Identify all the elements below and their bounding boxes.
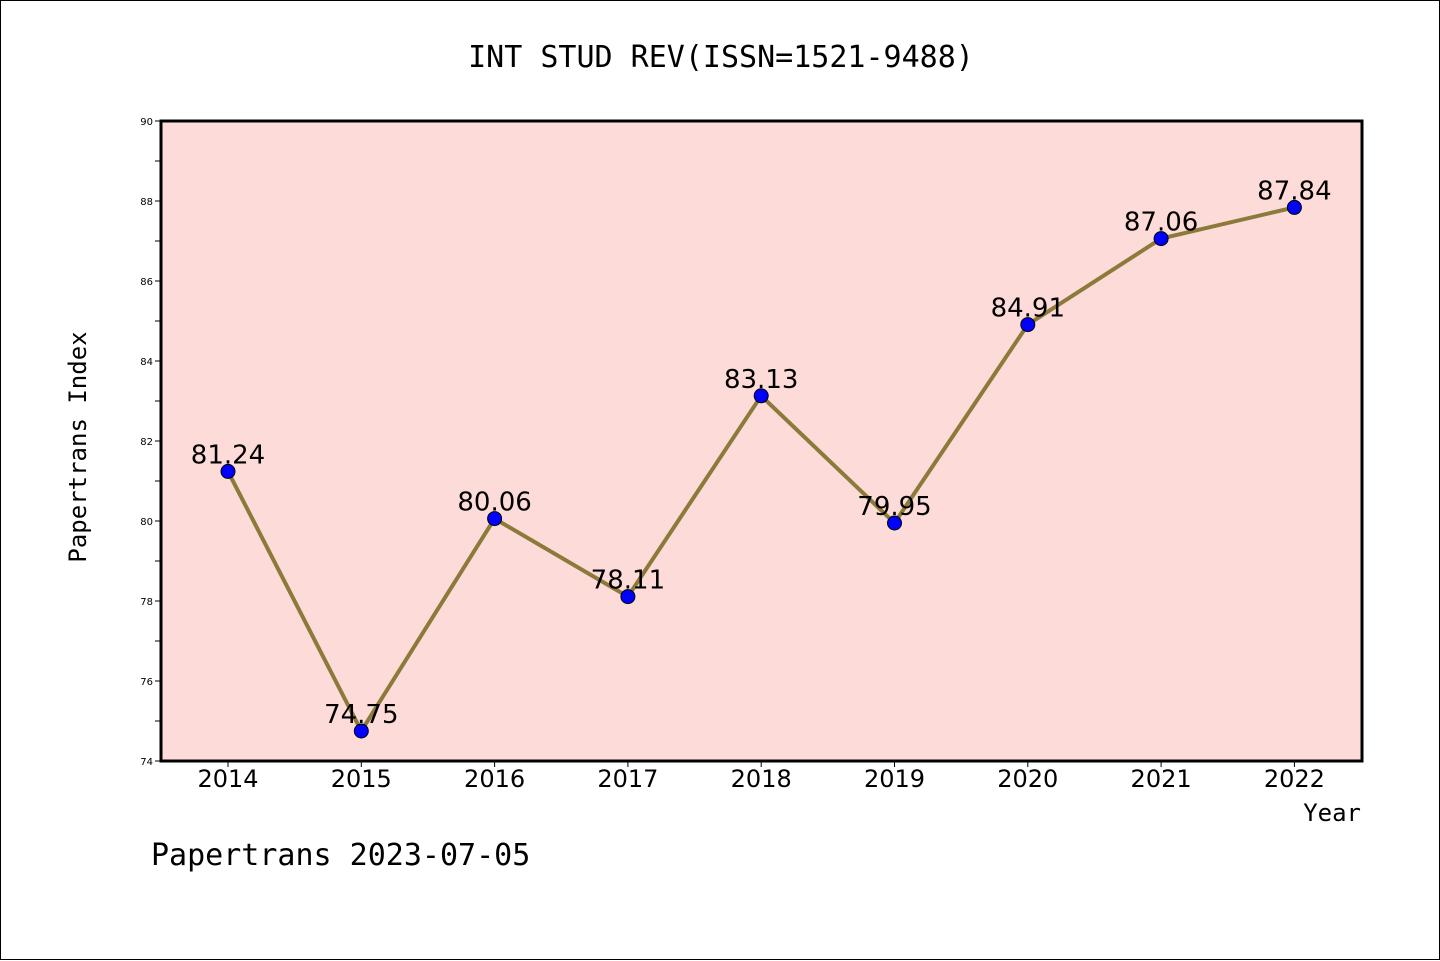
y-tick-label: 84 [140,357,153,368]
data-label: 78.11 [591,566,665,596]
data-point [887,515,902,531]
data-point [1286,199,1302,215]
x-tick-label: 2021 [1131,765,1192,793]
data-point [353,723,369,739]
x-axis-ticks: 2014 2015 2016 2017 2018 2019 2020 2021 2022 [197,761,1325,793]
x-tick-label: 2016 [464,765,525,793]
x-tick-label: 2018 [731,765,792,793]
y-tick-label: 76 [140,677,153,688]
data-point [753,388,769,404]
footer-text: Papertrans 2023-07-05 [151,838,530,873]
y-tick-label: 74 [140,757,153,768]
data-label: 84.91 [991,294,1065,324]
data-label: 79.95 [857,492,931,522]
data-point [220,463,236,479]
data-label: 80.06 [457,488,531,518]
data-point [1153,231,1169,247]
series-markers [220,199,1302,739]
x-tick-label: 2014 [197,765,258,793]
y-tick-label: 78 [140,597,153,608]
data-label: 74.75 [324,700,398,730]
data-label: 87.84 [1257,176,1331,206]
data-label: 87.06 [1124,208,1198,238]
x-tick-label: 2019 [864,765,925,793]
data-point [487,511,503,527]
y-tick-label: 88 [140,197,153,208]
y-axis-ticks: 74 76 78 80 82 84 86 88 90 [140,117,161,768]
data-label: 83.13 [724,365,798,395]
data-label: 81.24 [191,440,265,470]
y-tick-label: 82 [140,437,153,448]
data-point [1020,317,1036,333]
plot-border [159,119,1364,763]
x-axis-label: Year [1303,799,1361,827]
y-tick-label: 86 [140,277,153,288]
x-tick-label: 2022 [1264,765,1325,793]
x-tick-label: 2020 [997,765,1058,793]
data-labels: 81.24 74.75 80.06 78.11 83.13 79.95 84.91 87.06… [191,176,1332,730]
y-tick-label: 80 [140,517,153,528]
plot-area [161,121,1362,761]
x-tick-label: 2017 [597,765,658,793]
data-point [620,589,636,605]
x-tick-label: 2015 [331,765,392,793]
y-tick-label: 90 [140,117,153,128]
chart-title: INT STUD REV(ISSN=1521-9488) [468,40,974,75]
y-axis-label: Papertrans Index [64,331,92,562]
